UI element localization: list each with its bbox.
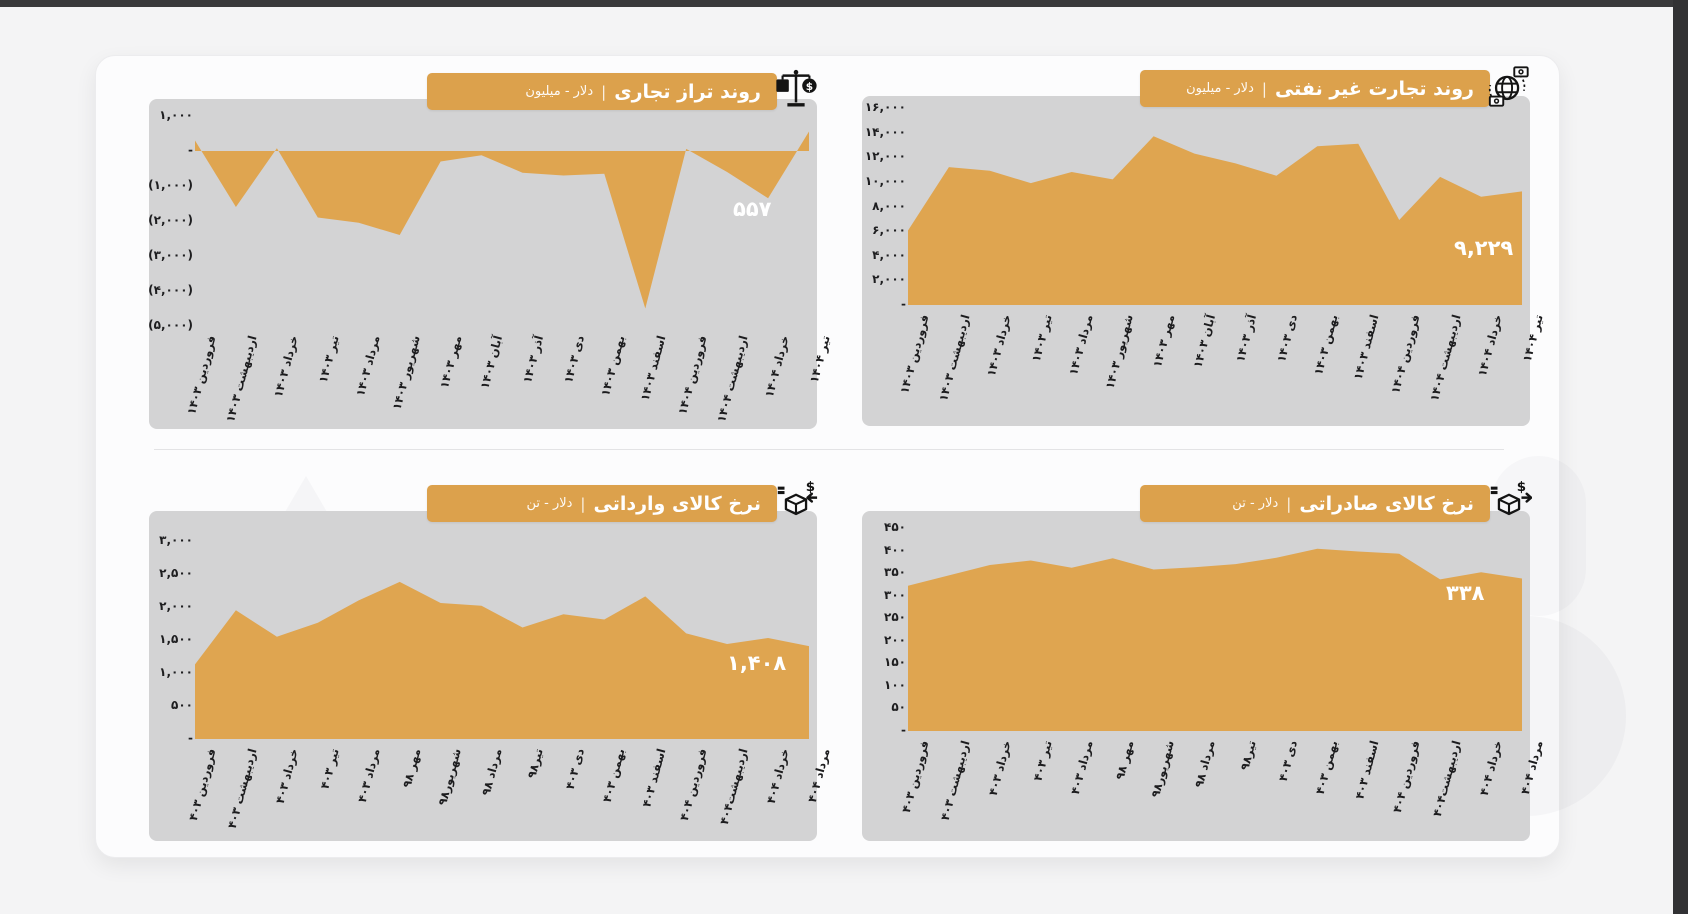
y-tick-label: ۲۵۰ [884,610,906,625]
import-rate-chart: نرخ کالای وارداتی | دلار - تن $ ۳,۰۰۰ ۲,۵… [149,480,833,841]
import-box-dollar-icon: $ [773,478,819,524]
non-oil-trade-chart: روند تجارت غیر نفتی | دلار - میلیون ۱۶,۰… [862,66,1546,426]
area-plot [908,548,1522,731]
svg-text:$: $ [806,81,813,93]
y-tick-label: - [901,723,906,737]
latest-value-label: ۵۵۷ [733,197,772,221]
area-series [195,131,809,309]
area-series [908,548,1522,731]
y-tick-label: ۱۵۰ [884,655,906,670]
chart-unit: دلار - میلیون [1186,81,1254,96]
latest-value-label: ۳۳۸ [1446,581,1485,605]
y-tick-label: - [188,731,193,745]
area-plot [908,136,1522,305]
y-tick-label: ۳,۰۰۰ [159,533,193,547]
chart-title-bar: روند تجارت غیر نفتی | دلار - میلیون [1140,70,1490,107]
area-plot [195,131,809,309]
y-tick-label: ۸,۰۰۰ [872,198,906,213]
dashboard-card: روند تراز تجاری | دلار - میلیون $ ۱,۰۰۰ -… [95,55,1626,858]
chart-unit: دلار - تن [526,496,573,511]
y-tick-label: (۲,۰۰۰) [148,213,193,227]
window-top-edge [0,0,1688,7]
chart-unit: دلار - تن [1232,496,1279,511]
area-series [195,581,809,739]
y-tick-label: ۱۶,۰۰۰ [864,100,906,114]
y-tick-label: ۱۰,۰۰۰ [864,173,906,188]
chart-title: روند تجارت غیر نفتی [1274,77,1474,100]
y-tick-label: ۱۴,۰۰۰ [864,124,906,139]
y-tick-label: ۲,۰۰۰ [159,599,193,613]
y-tick-label: (۵,۰۰۰) [148,318,193,332]
title-separator: | [580,494,586,513]
y-tick-label: - [901,297,906,311]
area-plot [195,581,809,739]
row-divider [154,449,1504,450]
title-separator: | [601,82,607,101]
globe-money-icon [1486,63,1532,109]
y-tick-label: ۲,۰۰۰ [872,272,906,287]
chart-title-bar: نرخ کالای صادراتی | دلار - تن [1140,485,1490,522]
y-tick-label: - [188,143,193,157]
balance-scale-dollar-icon: $ [773,66,819,112]
export-box-dollar-icon: $ [1486,478,1533,524]
chart-title: روند تراز تجاری [614,80,761,103]
svg-text:$: $ [806,480,815,495]
area-series [908,136,1522,305]
y-tick-label: ۱۲,۰۰۰ [864,149,906,164]
y-tick-label: ۵۰۰ [171,698,193,712]
latest-value-label: ۹,۲۲۹ [1454,236,1514,260]
y-tick-label: ۶,۰۰۰ [872,223,906,238]
title-separator: | [1261,79,1267,98]
trade-balance-chart: روند تراز تجاری | دلار - میلیون $ ۱,۰۰۰ -… [148,69,833,429]
latest-value-label: ۱,۴۰۸ [727,651,787,675]
export-rate-chart: نرخ کالای صادراتی | دلار - تن $ ۴۵۰ ۴۰۰ ۳۵… [862,480,1546,841]
chart-title: نرخ کالای وارداتی [593,492,761,515]
y-tick-label: ۳۰۰ [884,587,906,602]
y-tick-label: ۱,۰۰۰ [159,665,193,679]
y-tick-label: (۱,۰۰۰) [148,178,193,192]
chart-title: نرخ کالای صادراتی [1299,492,1474,515]
y-tick-label: ۴۵۰ [884,520,906,534]
y-tick-label: ۱,۵۰۰ [159,632,193,646]
y-tick-label: ۴,۰۰۰ [872,247,906,262]
chart-title-bar: نرخ کالای وارداتی | دلار - تن [427,485,777,522]
y-tick-label: ۲۰۰ [884,632,906,647]
y-tick-label: ۱,۰۰۰ [159,108,193,122]
svg-text:$: $ [1517,480,1526,495]
y-tick-label: ۱۰۰ [884,677,906,692]
chart-title-bar: روند تراز تجاری | دلار - میلیون [427,73,777,110]
y-tick-label: ۴۰۰ [884,542,906,557]
window-right-edge [1673,0,1688,914]
chart-unit: دلار - میلیون [525,84,594,99]
y-tick-label: ۲,۵۰۰ [159,566,193,580]
y-tick-label: (۴,۰۰۰) [148,283,193,297]
y-tick-label: ۵۰ [891,700,906,715]
y-tick-label: ۳۵۰ [884,565,906,580]
title-separator: | [1286,494,1292,513]
y-tick-label: (۳,۰۰۰) [148,248,193,262]
